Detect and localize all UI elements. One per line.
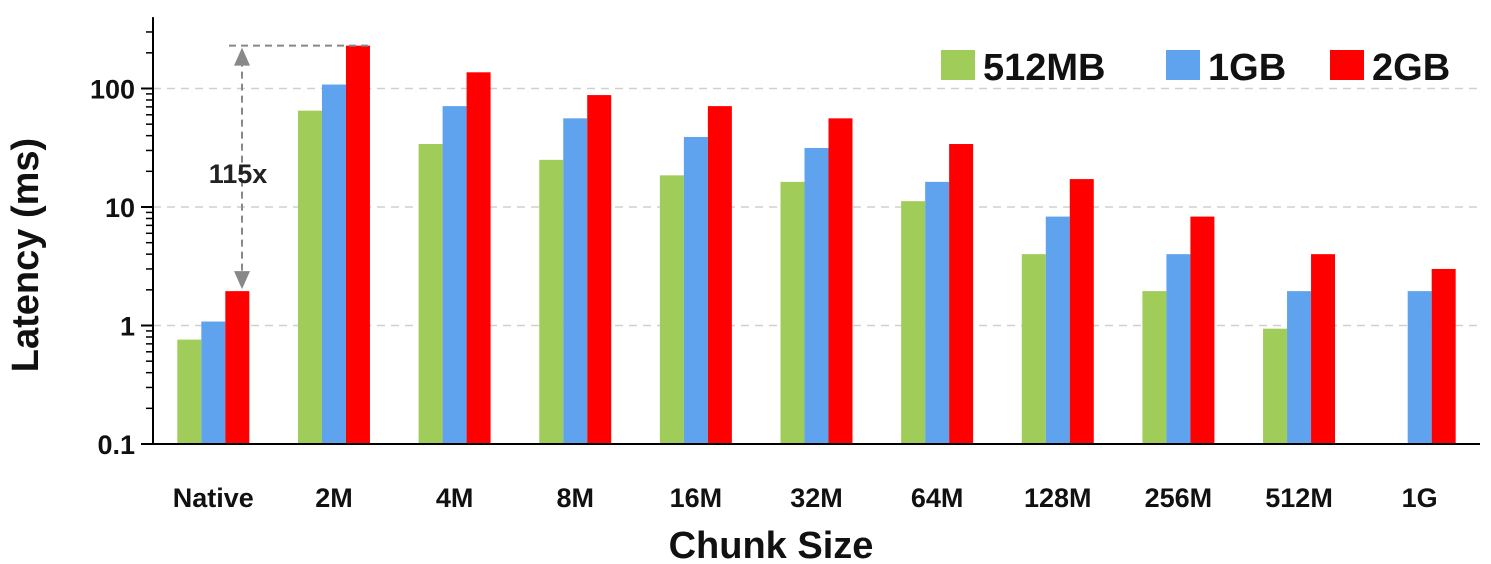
bar-2GB-32M bbox=[828, 118, 853, 444]
x-axis-title: Chunk Size bbox=[669, 525, 874, 564]
bar-1GB-256M bbox=[1166, 254, 1191, 444]
bar-512MB-Native bbox=[177, 339, 202, 444]
y-tick-label: 10 bbox=[105, 193, 135, 223]
y-tick-label: 1 bbox=[120, 312, 135, 342]
x-tick-label: 32M bbox=[790, 483, 843, 513]
annotation: 115x bbox=[209, 44, 372, 290]
legend-label-1GB: 1GB bbox=[1208, 47, 1286, 89]
bar-2GB-4M bbox=[466, 72, 491, 444]
legend: 512MB 1GB 2GB bbox=[941, 47, 1450, 89]
annotation-arrow-head-up bbox=[234, 47, 250, 66]
bar-2GB-128M bbox=[1069, 179, 1094, 444]
bar-1GB-1G bbox=[1407, 291, 1432, 444]
x-tick-label: Native bbox=[173, 483, 254, 513]
bar-512MB-64M bbox=[901, 201, 926, 444]
x-tick-label: 2M bbox=[315, 483, 353, 513]
bar-1GB-Native bbox=[201, 321, 226, 444]
bar-1GB-512M bbox=[1287, 291, 1312, 444]
bar-512MB-128M bbox=[1021, 254, 1046, 444]
x-tick-label: 64M bbox=[911, 483, 964, 513]
legend-label-2GB: 2GB bbox=[1372, 47, 1450, 89]
bar-2GB-2M bbox=[345, 45, 370, 444]
bar-2GB-16M bbox=[707, 106, 732, 444]
x-tick-label: 512M bbox=[1265, 483, 1333, 513]
y-axis-title: Latency (ms) bbox=[5, 138, 47, 372]
bar-512MB-16M bbox=[659, 175, 684, 444]
bar-512MB-256M bbox=[1142, 291, 1167, 444]
x-tick-label: 16M bbox=[670, 483, 723, 513]
bar-512MB-8M bbox=[539, 159, 564, 444]
x-tick-label: 8M bbox=[556, 483, 594, 513]
x-tick-label: 256M bbox=[1145, 483, 1213, 513]
annotation-label: 115x bbox=[209, 159, 268, 189]
bar-2GB-1G bbox=[1431, 268, 1456, 444]
bar-512MB-4M bbox=[418, 144, 443, 444]
bar-2GB-64M bbox=[949, 144, 974, 444]
legend-swatch-1GB bbox=[1166, 50, 1200, 80]
x-tick-label: 128M bbox=[1024, 483, 1092, 513]
legend-label-512MB: 512MB bbox=[983, 47, 1106, 89]
bar-2GB-512M bbox=[1311, 254, 1336, 444]
bar-1GB-2M bbox=[321, 84, 346, 445]
axes: Native 2M 4M 8M 16M 32M 64M 128M 256M 512M 1G0.111… bbox=[90, 17, 1480, 513]
bars bbox=[177, 45, 1456, 445]
bar-1GB-64M bbox=[925, 181, 950, 444]
x-tick-label: 4M bbox=[436, 483, 474, 513]
y-tick-label: 100 bbox=[90, 75, 135, 105]
bar-1GB-4M bbox=[442, 106, 467, 444]
y-tick-label: 0.1 bbox=[97, 430, 135, 460]
bar-2GB-8M bbox=[587, 95, 612, 445]
bar-1GB-16M bbox=[683, 136, 708, 444]
bar-1GB-32M bbox=[804, 147, 829, 444]
bar-2GB-256M bbox=[1190, 216, 1215, 444]
legend-swatch-512MB bbox=[941, 50, 975, 80]
annotation-arrow-head-down bbox=[234, 271, 250, 290]
bar-512MB-2M bbox=[297, 110, 322, 444]
legend-swatch-2GB bbox=[1330, 50, 1364, 80]
x-tick-label: 1G bbox=[1402, 483, 1438, 513]
bar-1GB-8M bbox=[563, 118, 588, 444]
bar-512MB-32M bbox=[780, 181, 805, 444]
bar-512MB-512M bbox=[1263, 328, 1288, 444]
bar-2GB-Native bbox=[225, 291, 250, 444]
bar-1GB-128M bbox=[1045, 216, 1070, 444]
